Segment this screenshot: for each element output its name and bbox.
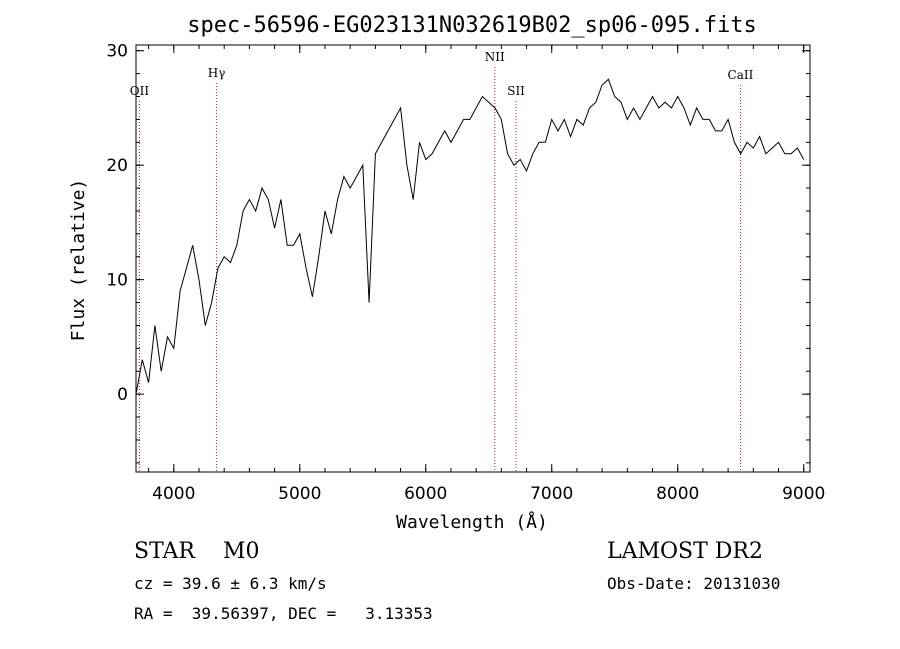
x-tick-label: 4000 — [152, 484, 195, 504]
line-marker-label: NII — [485, 50, 505, 64]
x-tick-label: 5000 — [278, 484, 321, 504]
spectrum-line — [135, 78, 805, 395]
spectral-class: STAR M0 — [134, 539, 260, 564]
y-tick-label: 20 — [106, 156, 128, 176]
y-axis-label: Flux (relative) — [68, 179, 89, 342]
y-tick-label: 10 — [106, 271, 128, 291]
redshift-line: cz = 39.6 ± 6.3 km/s — [134, 574, 327, 593]
line-marker-label: CaII — [728, 68, 754, 82]
x-tick-label: 7000 — [530, 484, 573, 504]
line-marker-label: Hγ — [208, 66, 226, 80]
x-tick-label: 6000 — [404, 484, 447, 504]
coordinates-line: RA = 39.56397, DEC = 3.13353 — [134, 604, 433, 623]
observation-date: Obs-Date: 20131030 — [607, 574, 781, 593]
x-axis-ticks: 4000 5000 6000 7000 8000 9000 — [148, 45, 825, 504]
x-tick-label: 8000 — [656, 484, 699, 504]
y-tick-label: 0 — [117, 385, 128, 405]
line-marker-label: OII — [130, 84, 150, 98]
plot-frame — [135, 44, 811, 473]
y-tick-label: 30 — [106, 42, 128, 62]
emission-line-markers: OII Hγ NII SII CaII — [130, 50, 754, 472]
y-axis-ticks: 0 10 20 30 — [106, 42, 810, 464]
chart-title: spec-56596-EG023131N032619B02_sp06-095.f… — [187, 13, 757, 38]
line-marker-label: SII — [507, 84, 525, 98]
x-tick-label: 9000 — [782, 484, 825, 504]
survey-name: LAMOST DR2 — [607, 539, 763, 564]
x-axis-label: Wavelength (Å) — [396, 511, 548, 533]
